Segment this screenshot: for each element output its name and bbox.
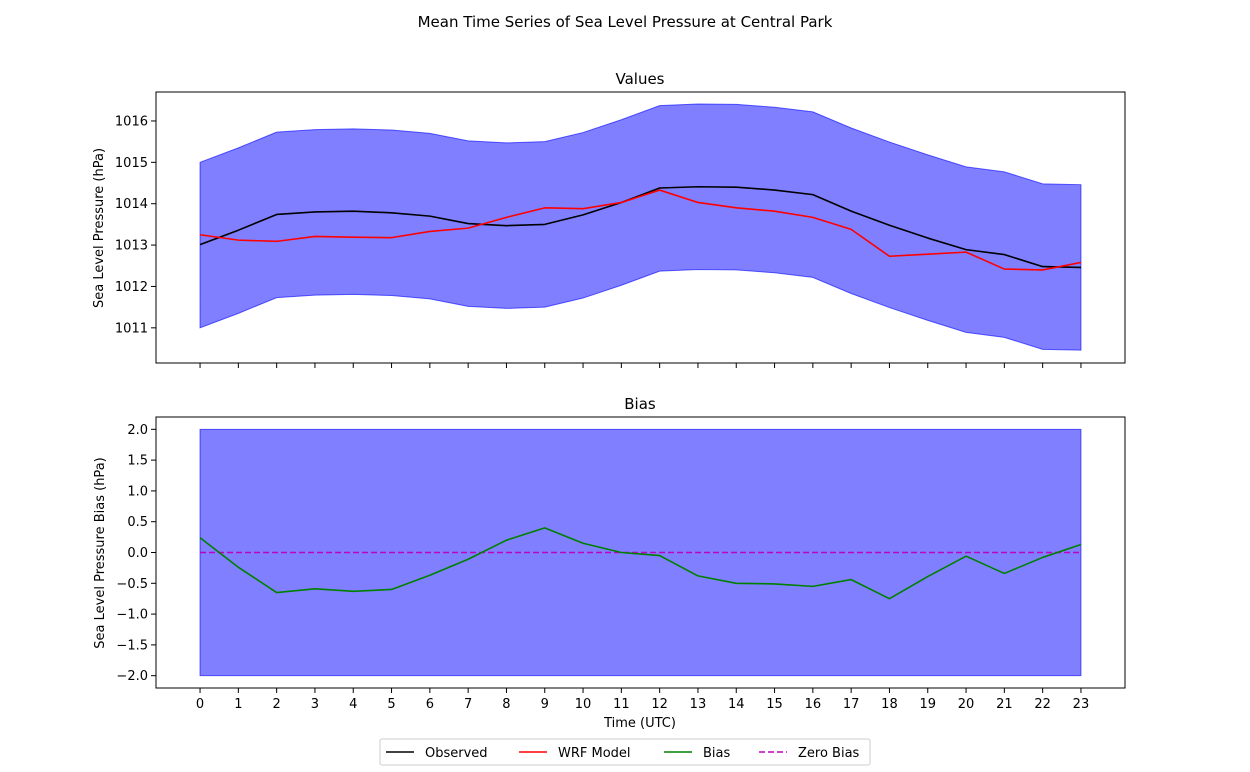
bias-x-tick-label-19: 19 — [919, 697, 936, 712]
bias-panel-title: Bias — [624, 395, 656, 413]
values-plot-frame — [155, 91, 1126, 364]
bias-x-tick-label-1: 1 — [234, 697, 242, 712]
legend-frame — [379, 738, 871, 766]
bias-y-tick-label-6: −1.0 — [116, 608, 148, 623]
bias-x-tick-label-20: 20 — [958, 697, 975, 712]
values-y-axis-label: Sea Level Pressure (hPa) — [92, 148, 107, 308]
values-panel-title: Values — [615, 70, 664, 88]
legend-label-bias: Bias — [703, 746, 730, 761]
values-panel: Values Sea Level Pressure (hPa) 1011 1012… — [92, 70, 1126, 368]
values-y-tick-label-3: 1014 — [115, 197, 148, 212]
bias-x-tick-label-23: 23 — [1073, 697, 1090, 712]
values-series-observed — [199, 185, 1081, 269]
bias-y-tick-label-1: 1.5 — [127, 454, 148, 469]
bias-y-tick-label-2: 1.0 — [127, 484, 148, 499]
bias-y-tick-label-5: −0.5 — [116, 577, 148, 592]
bias-series-bias — [199, 527, 1082, 600]
values-y-tick-label-4: 1015 — [115, 156, 148, 171]
legend-label-wrf-model: WRF Model — [558, 746, 631, 761]
bias-x-tick-label-22: 22 — [1034, 697, 1051, 712]
bias-y-tick-label-7: −1.5 — [116, 638, 148, 653]
bias-x-tick-label-2: 2 — [273, 697, 281, 712]
bias-panel: Bias Sea Level Pressure Bias (hPa) Time … — [93, 395, 1126, 731]
bias-y-tick-label-3: 0.5 — [127, 515, 148, 530]
bias-x-tick-label-18: 18 — [881, 697, 898, 712]
x-axis-label: Time (UTC) — [603, 716, 676, 731]
figure-title: Mean Time Series of Sea Level Pressure a… — [418, 13, 833, 31]
bias-x-tick-label-8: 8 — [502, 697, 510, 712]
bias-x-tick-label-6: 6 — [426, 697, 434, 712]
legend: Observed WRF Model Bias Zero Bias — [379, 738, 871, 766]
bias-x-tick-label-7: 7 — [464, 697, 472, 712]
values-y-tick-label-5: 1016 — [115, 114, 148, 129]
bias-x-tick-label-17: 17 — [843, 697, 860, 712]
values-uncertainty-band — [199, 103, 1082, 351]
legend-entry-bias: Bias — [664, 746, 730, 761]
bias-uncertainty-band — [199, 428, 1082, 677]
legend-entry-zero-bias: Zero Bias — [759, 746, 860, 761]
bias-x-tick-label-3: 3 — [311, 697, 319, 712]
values-y-tick-label-2: 1013 — [115, 239, 148, 254]
bias-x-tick-label-21: 21 — [996, 697, 1013, 712]
bias-x-tick-label-12: 12 — [651, 697, 668, 712]
values-y-tick-label-1: 1012 — [115, 280, 148, 295]
legend-entry-observed: Observed — [386, 746, 488, 761]
bias-y-axis-label: Sea Level Pressure Bias (hPa) — [93, 457, 108, 648]
bias-x-tick-label-14: 14 — [728, 697, 745, 712]
legend-label-zero-bias: Zero Bias — [798, 746, 860, 761]
bias-x-tick-label-9: 9 — [541, 697, 549, 712]
bias-x-tick-label-0: 0 — [196, 697, 204, 712]
bias-y-tick-label-0: 2.0 — [127, 423, 148, 438]
values-series-wrf-model — [199, 189, 1082, 271]
bias-y-tick-label-4: 0.0 — [127, 546, 148, 561]
bias-x-tick-label-11: 11 — [613, 697, 630, 712]
bias-x-tick-label-5: 5 — [387, 697, 395, 712]
bias-x-tick-label-10: 10 — [575, 697, 592, 712]
bias-x-tick-label-4: 4 — [349, 697, 357, 712]
legend-entry-wrf-model: WRF Model — [519, 746, 631, 761]
values-y-tick-label-0: 1011 — [115, 321, 148, 336]
bias-x-tick-label-15: 15 — [766, 697, 783, 712]
bias-y-tick-label-8: −2.0 — [116, 669, 148, 684]
legend-label-observed: Observed — [425, 746, 488, 761]
bias-x-tick-label-16: 16 — [805, 697, 822, 712]
bias-x-tick-label-13: 13 — [690, 697, 707, 712]
